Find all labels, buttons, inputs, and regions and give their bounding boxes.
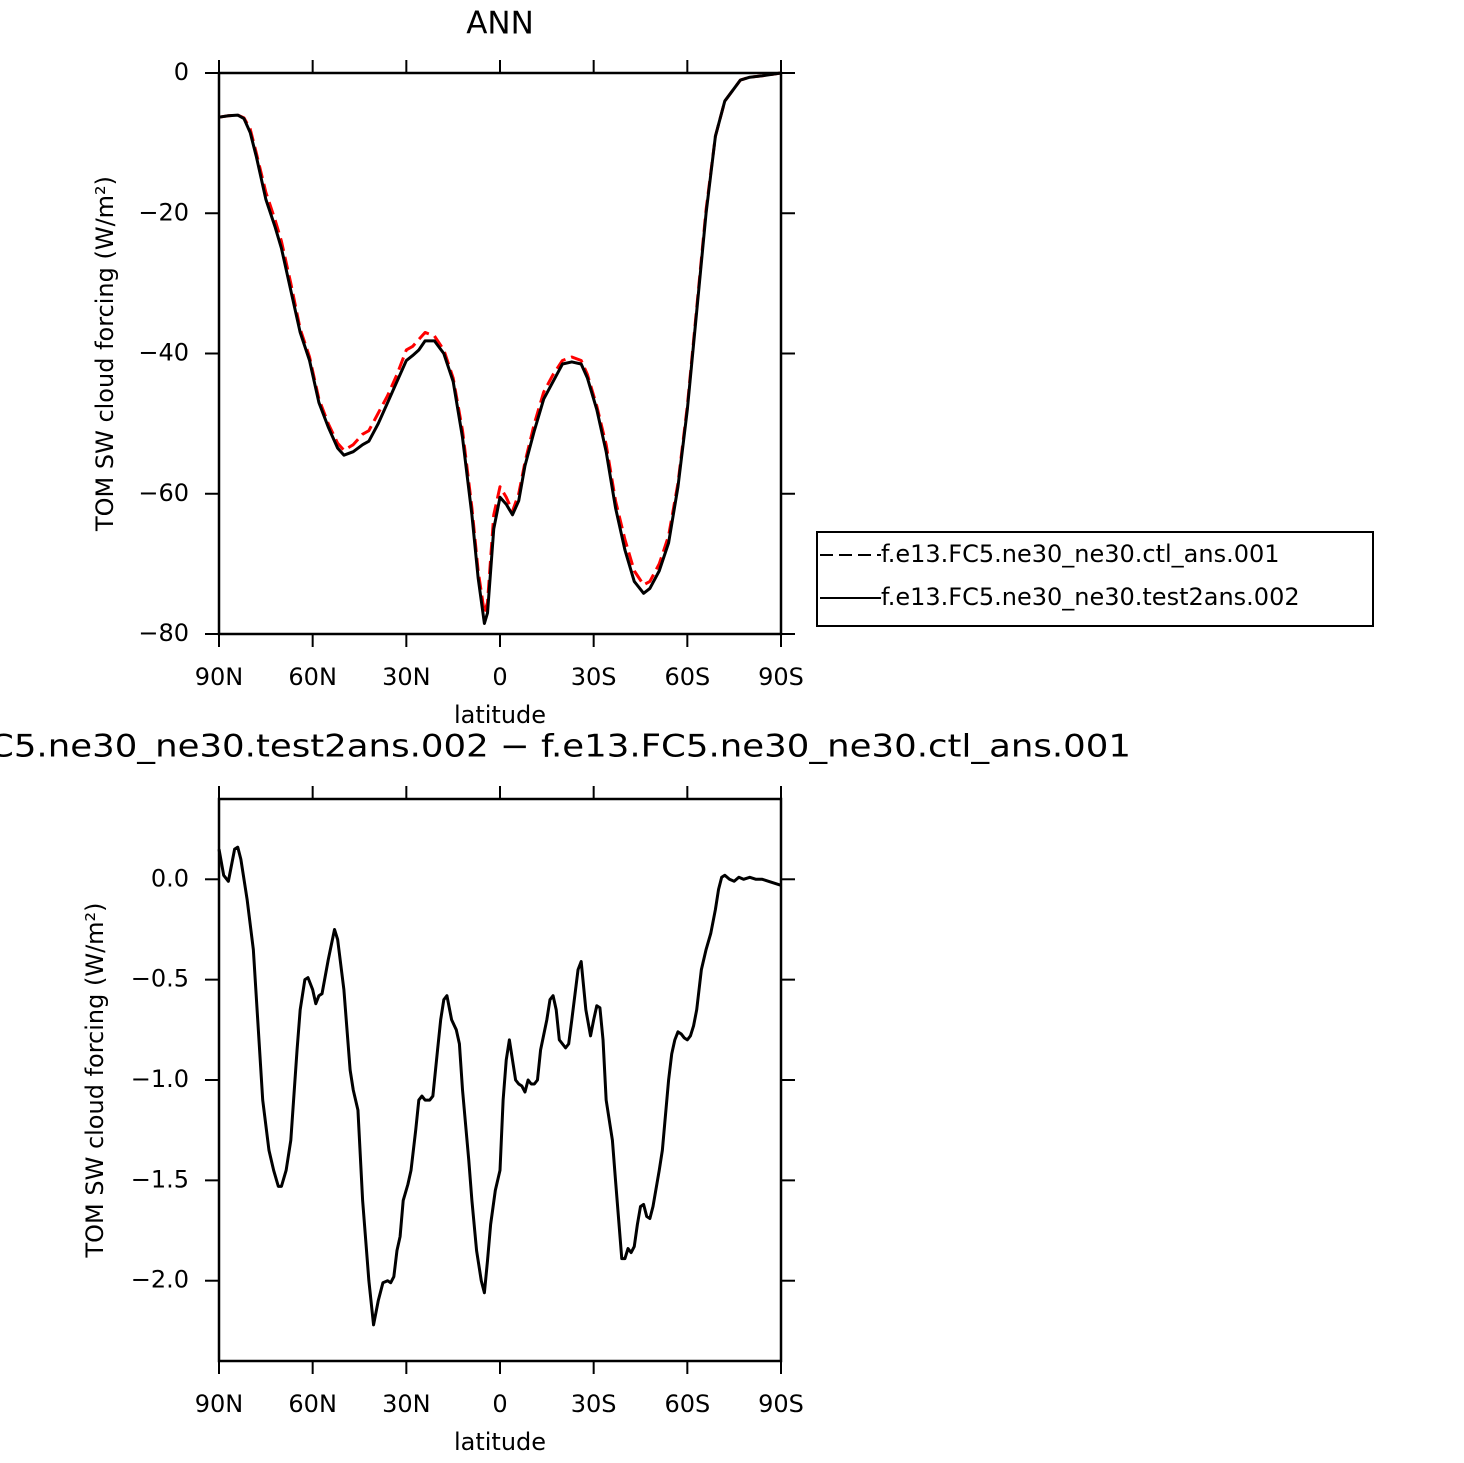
x-tick-label: 30N [382,663,431,691]
y-tick-label: −1.5 [131,1165,189,1193]
x-tick-label: 90S [758,1390,804,1418]
y-axis-label: TOM SW cloud forcing (W/m²) [81,902,109,1258]
x-tick-label: 60N [288,663,337,691]
x-tick-label: 60S [664,1390,710,1418]
plot-frame [217,797,783,1363]
plot-frame [217,71,783,636]
chart-title: f.e13.FC5.ne30_ne30.test2ans.002 − f.e13… [0,729,1131,765]
x-tick-label: 30N [382,1390,431,1418]
x-tick-label: 30S [571,1390,617,1418]
legend-label: f.e13.FC5.ne30_ne30.test2ans.002 [881,583,1300,611]
x-axis-label: latitude [454,1428,546,1456]
legend-label: f.e13.FC5.ne30_ne30.ctl_ans.001 [881,540,1280,568]
y-tick-label: −2.0 [131,1266,189,1294]
x-tick-label: 60N [288,1390,337,1418]
data-line [218,71,782,625]
x-tick-label: 90N [195,1390,244,1418]
data-line [217,845,782,1327]
y-axis-label: TOM SW cloud forcing (W/m²) [91,176,119,532]
x-tick-label: 90N [195,663,244,691]
y-tick-label: −0.5 [131,965,189,993]
y-tick-label: −40 [138,339,189,367]
x-tick-label: 0 [492,663,507,691]
y-tick-label: −20 [138,198,189,226]
y-tick-label: −60 [138,479,189,507]
x-tick-label: 90S [758,663,804,691]
y-tick-label: −1.0 [131,1065,189,1093]
y-tick-label: −80 [138,619,189,647]
x-tick-label: 30S [571,663,617,691]
chart-title: ANN [466,6,534,42]
y-tick-label: 0.0 [151,864,189,892]
x-axis-label: latitude [454,701,546,729]
y-tick-label: 0 [174,58,189,86]
x-tick-label: 60S [664,663,710,691]
x-tick-label: 0 [492,1390,507,1418]
legend-box [816,531,1374,627]
